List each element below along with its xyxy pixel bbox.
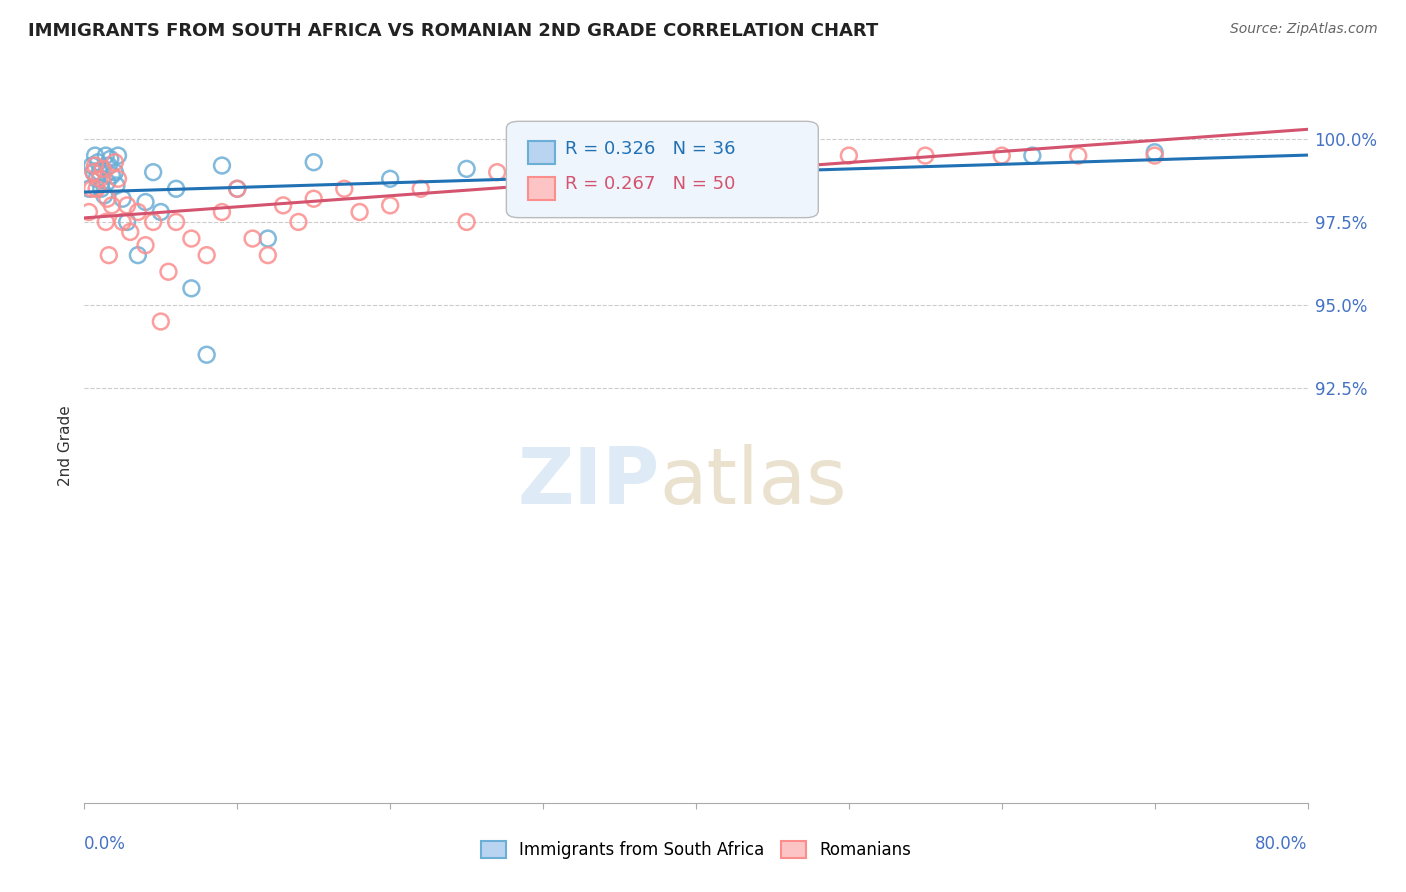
Text: Source: ZipAtlas.com: Source: ZipAtlas.com: [1230, 22, 1378, 37]
Point: [80, 159, 103, 173]
Point: [562, 148, 585, 162]
Text: 0.0%: 0.0%: [84, 835, 127, 853]
Point: [86, 182, 108, 196]
FancyBboxPatch shape: [506, 121, 818, 218]
Point: [101, 169, 124, 183]
Text: 80.0%: 80.0%: [1256, 835, 1308, 853]
Point: [409, 182, 432, 196]
Point: [77, 205, 100, 219]
Point: [89, 171, 111, 186]
Point: [1067, 148, 1090, 162]
Text: atlas: atlas: [659, 443, 846, 520]
Point: [180, 231, 202, 245]
Point: [609, 165, 631, 179]
Point: [226, 182, 249, 196]
Point: [135, 238, 157, 252]
Point: [96, 192, 118, 206]
Point: [80, 182, 103, 196]
Point: [165, 215, 187, 229]
Point: [89, 165, 111, 179]
Point: [142, 215, 165, 229]
Point: [991, 148, 1014, 162]
Point: [142, 165, 165, 179]
Point: [104, 155, 127, 169]
Point: [685, 148, 707, 162]
Y-axis label: 2nd Grade: 2nd Grade: [58, 406, 73, 486]
Point: [94, 148, 117, 162]
Point: [792, 148, 814, 162]
Point: [380, 171, 402, 186]
Point: [97, 248, 120, 262]
Text: R = 0.267   N = 50: R = 0.267 N = 50: [565, 175, 735, 193]
Point: [195, 348, 218, 362]
Bar: [529, 141, 555, 164]
Point: [761, 148, 783, 162]
Point: [84, 159, 107, 173]
Point: [1143, 148, 1166, 162]
Point: [135, 195, 157, 210]
Point: [77, 182, 100, 196]
Point: [226, 182, 249, 196]
Text: R = 0.326   N = 36: R = 0.326 N = 36: [565, 140, 735, 158]
Point: [84, 148, 107, 162]
Point: [180, 281, 202, 295]
Point: [654, 148, 676, 162]
Point: [111, 192, 134, 206]
Point: [83, 165, 105, 179]
Point: [302, 192, 325, 206]
Point: [716, 165, 738, 179]
Point: [242, 231, 264, 245]
Point: [1021, 148, 1043, 162]
Point: [127, 205, 149, 219]
Point: [86, 171, 108, 186]
Point: [271, 198, 294, 212]
Point: [90, 182, 112, 196]
Point: [83, 165, 105, 179]
Point: [456, 161, 478, 176]
Point: [91, 161, 114, 176]
Point: [302, 155, 325, 169]
Point: [107, 171, 129, 186]
Point: [257, 231, 280, 245]
Point: [380, 198, 402, 212]
Point: [456, 215, 478, 229]
Point: [96, 175, 118, 189]
Point: [531, 148, 554, 162]
Point: [287, 215, 309, 229]
Point: [211, 159, 233, 173]
Point: [149, 314, 172, 328]
Point: [111, 215, 134, 229]
Point: [149, 205, 172, 219]
Point: [120, 225, 142, 239]
Point: [486, 165, 509, 179]
Point: [1143, 145, 1166, 160]
Point: [157, 265, 180, 279]
Point: [211, 205, 233, 219]
Point: [94, 215, 117, 229]
Point: [107, 148, 129, 162]
Text: IMMIGRANTS FROM SOUTH AFRICA VS ROMANIAN 2ND GRADE CORRELATION CHART: IMMIGRANTS FROM SOUTH AFRICA VS ROMANIAN…: [28, 22, 879, 40]
Point: [761, 148, 783, 162]
Legend: Immigrants from South Africa, Romanians: Immigrants from South Africa, Romanians: [474, 834, 918, 866]
Point: [127, 248, 149, 262]
Bar: [529, 177, 555, 200]
Point: [838, 148, 860, 162]
Point: [914, 148, 936, 162]
Point: [115, 198, 138, 212]
Point: [349, 205, 371, 219]
Text: ZIP: ZIP: [517, 443, 659, 520]
Point: [91, 161, 114, 176]
Point: [115, 215, 138, 229]
Point: [105, 178, 128, 193]
Point: [257, 248, 280, 262]
Point: [104, 165, 127, 179]
Point: [87, 155, 110, 169]
Point: [195, 248, 218, 262]
Point: [165, 182, 187, 196]
Point: [333, 182, 356, 196]
Point: [98, 152, 121, 166]
Point: [101, 198, 124, 212]
Point: [97, 159, 120, 173]
Point: [93, 188, 115, 202]
